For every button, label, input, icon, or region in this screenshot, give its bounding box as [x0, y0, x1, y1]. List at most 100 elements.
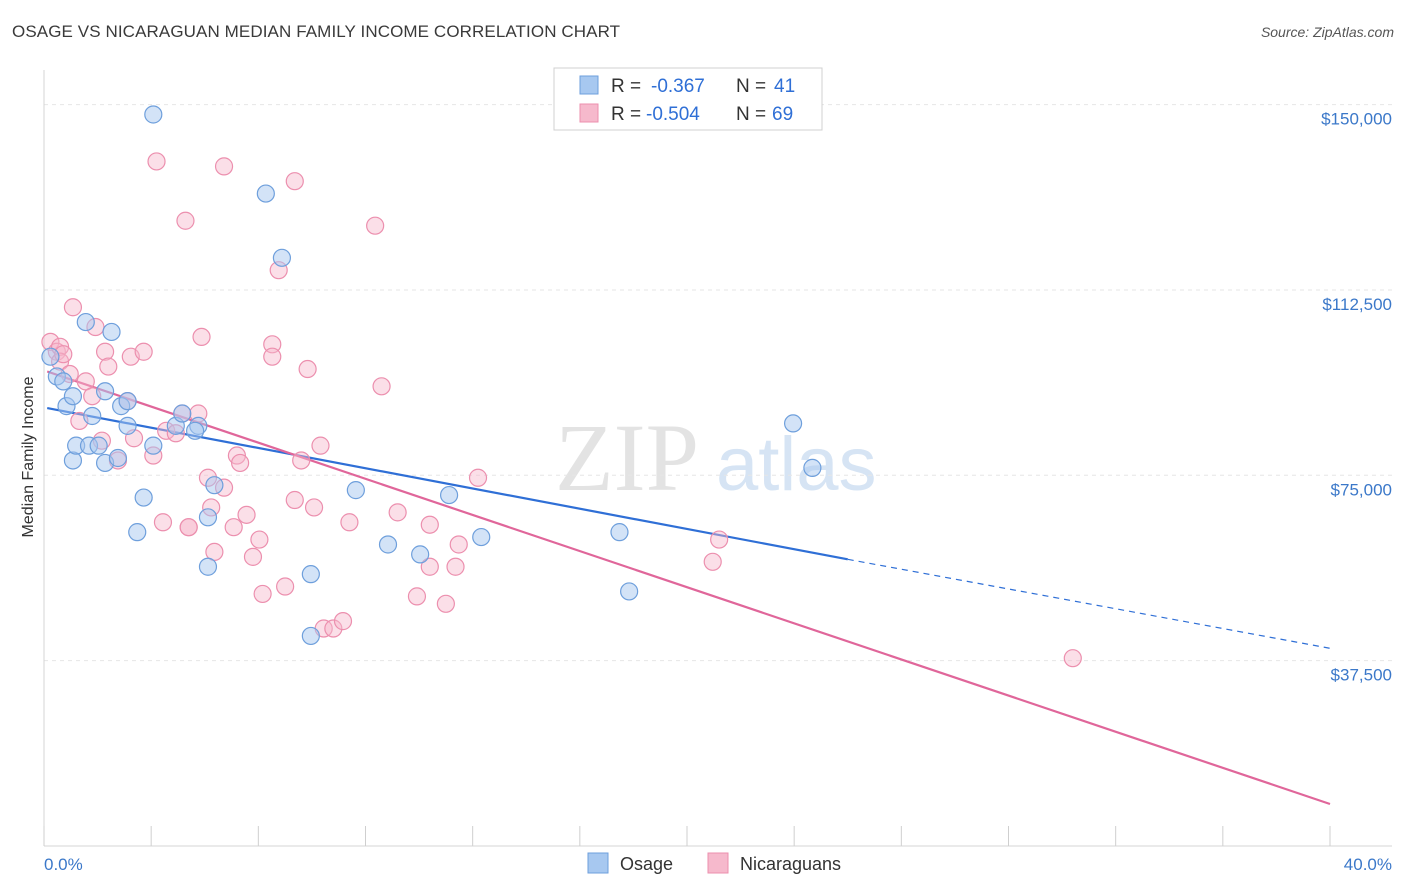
correlation-legend: R = -0.367 N = 41 R = -0.504 N = 69 [553, 67, 823, 131]
osage-trend-extension [847, 558, 1331, 649]
osage-point [63, 451, 83, 470]
nicaraguans-point [153, 513, 173, 532]
bottom-legend-osage: Osage [620, 854, 673, 874]
nicaraguans-point [388, 503, 407, 522]
nicaraguans-point [263, 347, 282, 366]
osage-point [76, 312, 95, 332]
nicaraguans-point [420, 515, 439, 534]
legend-nicaraguans-r-value: -0.504 [646, 104, 700, 125]
nicaraguans-point [446, 557, 465, 576]
osage-point [41, 347, 60, 366]
nicaraguans-point [276, 577, 295, 596]
nicaraguans-point [333, 612, 353, 631]
nicaraguans-point [1063, 649, 1082, 668]
nicaraguans-point [710, 530, 729, 549]
nicaraguans-point [449, 535, 468, 554]
nicaraguans-point [134, 342, 153, 361]
osage-point [108, 448, 128, 468]
x-tick-label-max: 40.0% [1344, 855, 1392, 874]
legend-osage-n-label: N = [736, 76, 766, 97]
nicaraguans-point [224, 518, 243, 537]
chart-title: OSAGE VS NICARAGUAN MEDIAN FAMILY INCOME… [12, 22, 621, 41]
series-legend: Osage Nicaraguans [587, 852, 841, 874]
osage-point [346, 481, 365, 500]
nicaraguans-point [243, 547, 263, 566]
nicaraguans-point [366, 216, 385, 235]
nicaraguans-point [703, 552, 722, 571]
y-tick-label: $150,000 [1321, 110, 1392, 129]
nicaraguans-point [63, 298, 83, 317]
axes [43, 70, 1392, 847]
osage-point [256, 184, 275, 203]
nicaraguans-point [231, 453, 250, 473]
legend-box [553, 67, 823, 131]
gridlines [44, 104, 1392, 662]
osage-point [83, 406, 102, 426]
osage-point [439, 485, 459, 505]
watermark-atlas: atlas [716, 422, 877, 507]
legend-nicaraguans-r-label: R = [611, 104, 641, 125]
osage-point [198, 508, 218, 527]
osage-point [620, 582, 639, 601]
osage-point [198, 557, 218, 576]
nicaraguans-point [372, 377, 391, 396]
nicaraguans-point [192, 327, 211, 347]
osage-point [783, 414, 803, 433]
nicaraguans-point [324, 619, 343, 638]
osage-points [41, 105, 822, 646]
nicaraguans-point [95, 342, 115, 361]
nicaraguans-point [292, 451, 311, 470]
osage-point [173, 404, 192, 423]
y-tick-label: $75,000 [1331, 480, 1392, 499]
nicaraguans-point [436, 594, 455, 613]
source-note: Source: ZipAtlas.com [1260, 24, 1394, 40]
bottom-legend-swatch-osage [587, 852, 609, 874]
bottom-legend-nicaraguans: Nicaraguans [740, 854, 841, 874]
osage-point [803, 458, 822, 477]
nicaraguans-point [468, 468, 488, 487]
osage-point [144, 105, 163, 124]
osage-point [205, 476, 224, 495]
legend-swatch-osage [579, 75, 599, 95]
legend-nicaraguans-n-label: N = [736, 104, 766, 125]
legend-nicaraguans-n-value: 69 [772, 104, 793, 125]
nicaraguans-point [237, 505, 256, 524]
nicaraguans-point [420, 557, 439, 576]
osage-point [272, 248, 292, 267]
osage-point [301, 565, 320, 584]
y-axis-title: Median Family Income [20, 376, 37, 537]
nicaraguans-point [176, 211, 195, 230]
osage-point [134, 488, 153, 507]
nicaraguans-point [263, 335, 282, 354]
legend-osage-n-value: 41 [774, 76, 795, 97]
nicaraguans-point [253, 584, 272, 604]
nicaraguans-point [99, 357, 118, 376]
osage-point [378, 535, 398, 554]
osage-point [95, 382, 115, 401]
legend-osage-r-label: R = [611, 76, 641, 97]
nicaraguans-point [407, 587, 427, 606]
osage-point [144, 436, 163, 455]
osage-point [118, 416, 137, 435]
nicaraguans-point [285, 172, 304, 191]
watermark-zip: ZIP [555, 404, 699, 511]
osage-point [472, 527, 491, 547]
x-tick-label-min: 0.0% [44, 855, 83, 874]
x-ticks [43, 826, 1331, 846]
nicaraguans-point [298, 359, 317, 379]
nicaraguans-point [340, 513, 359, 532]
osage-point [301, 626, 320, 646]
bottom-legend-swatch-nicaraguans [707, 852, 729, 874]
nicaraguans-trend-line [46, 370, 1331, 806]
y-tick-label: $112,500 [1322, 295, 1392, 314]
osage-point [102, 322, 121, 342]
osage-point [118, 392, 137, 411]
nicaraguans-point [147, 152, 166, 171]
nicaraguans-point [311, 436, 330, 455]
osage-point [89, 436, 108, 455]
osage-point [54, 372, 73, 391]
y-tick-label: $37,500 [1331, 666, 1392, 685]
nicaraguans-point [214, 157, 234, 176]
osage-point [186, 421, 205, 440]
